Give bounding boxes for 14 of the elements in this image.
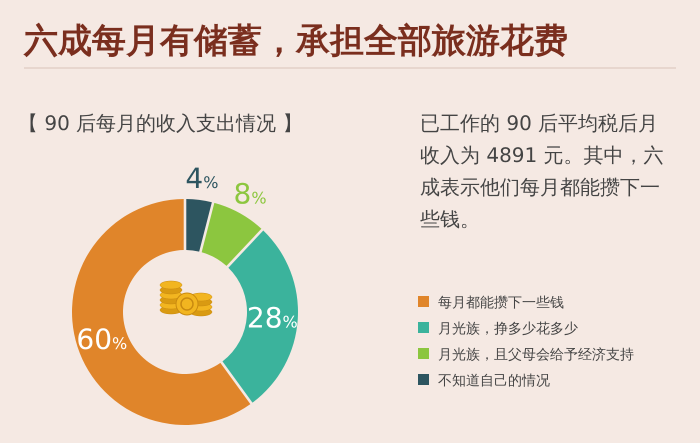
donut-slice [202, 202, 262, 266]
legend-label: 每月都能攒下一些钱 [438, 295, 564, 311]
legend-label: 不知道自己的情况 [438, 373, 550, 389]
legend-label: 月光族，且父母会给予经济支持 [438, 347, 634, 363]
data-label: 28% [246, 301, 298, 334]
data-label: 4% [185, 162, 218, 196]
donut-slice [186, 199, 212, 252]
text: 已工作的 90 后平均税后月收入为 4891 元。其中，六成表示他们每月都能攒下一些钱。 [420, 111, 664, 231]
donut-slice [222, 230, 298, 403]
data-label: 60% [76, 323, 128, 356]
data-label: 8% [234, 178, 267, 211]
chart-title: 六成每月有储蓄，承担全部旅游花费 [23, 21, 568, 61]
chart-subtitle: 【 90 后每月的收入支出情况 】 [18, 111, 303, 135]
legend-label: 月光族，挣多少花多少 [438, 321, 578, 337]
